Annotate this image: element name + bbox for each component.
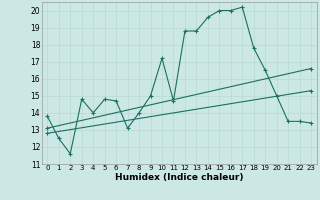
- X-axis label: Humidex (Indice chaleur): Humidex (Indice chaleur): [115, 173, 244, 182]
